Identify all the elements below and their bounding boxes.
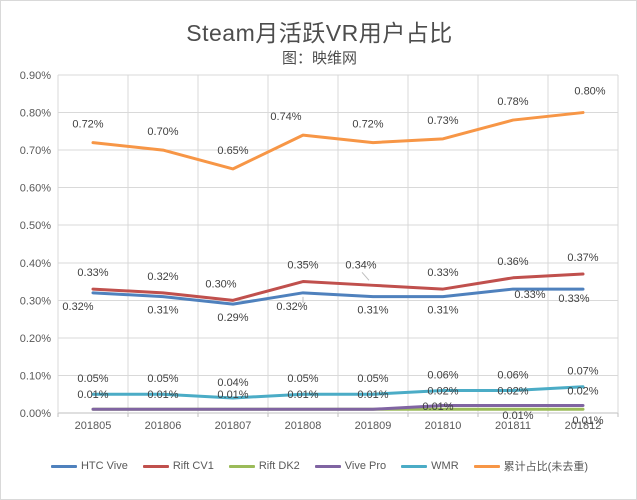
series-line-0 xyxy=(91,287,585,306)
data-label: 0.72% xyxy=(352,119,383,131)
y-axis-label: 0.70% xyxy=(20,145,51,157)
legend-swatch-icon xyxy=(142,464,169,468)
chart-subtitle: 图：映维网 xyxy=(281,50,357,67)
series-line-3 xyxy=(91,403,585,411)
data-label: 0.32% xyxy=(276,301,307,313)
x-axis-label: 201812 xyxy=(565,420,602,432)
leader-line xyxy=(361,271,370,281)
data-label: 0.80% xyxy=(574,86,605,98)
y-axis-label: 0.50% xyxy=(20,220,51,232)
data-label: 0.78% xyxy=(497,96,528,108)
data-label: 0.01% xyxy=(287,389,318,401)
y-axis-label: 0.40% xyxy=(20,258,51,270)
y-axis-label: 0.10% xyxy=(20,370,51,382)
y-axis-label: 0.90% xyxy=(20,70,51,82)
legend: HTC Vive Rift CV1 Rift DK2 Vive Pro WMR 累计占比(… xyxy=(1,453,636,479)
data-label: 0.32% xyxy=(147,271,178,283)
x-axis-label: 201807 xyxy=(215,420,252,432)
legend-label: Rift CV1 xyxy=(172,460,214,472)
y-axis-label: 0.00% xyxy=(20,408,51,420)
data-label: 0.05% xyxy=(357,373,388,385)
data-label: 0.65% xyxy=(217,145,248,157)
data-label: 0.06% xyxy=(497,369,528,381)
data-label: 0.05% xyxy=(77,373,108,385)
data-label: 0.29% xyxy=(217,312,248,324)
data-label: 0.05% xyxy=(147,373,178,385)
data-label: 0.02% xyxy=(427,385,458,397)
legend-label: Rift DK2 xyxy=(258,460,300,472)
legend-label: Vive Pro xyxy=(344,460,387,472)
x-axis-label: 201809 xyxy=(355,420,392,432)
data-label: 0.06% xyxy=(427,369,458,381)
data-label: 0.31% xyxy=(357,305,388,317)
legend-swatch-icon xyxy=(50,464,77,468)
y-axis-label: 0.60% xyxy=(20,183,51,195)
legend-item-3: Vive Pro xyxy=(314,460,387,472)
data-label: 0.04% xyxy=(217,377,248,389)
legend-item-1: Rift CV1 xyxy=(142,460,214,472)
data-label: 0.01% xyxy=(422,401,453,413)
y-axis-label: 0.30% xyxy=(20,295,51,307)
series-line-4 xyxy=(91,385,585,400)
data-label: 0.31% xyxy=(427,305,458,317)
data-label: 0.33% xyxy=(427,267,458,279)
data-label: 0.01% xyxy=(357,389,388,401)
x-axis-label: 201808 xyxy=(285,420,322,432)
data-label: 0.70% xyxy=(147,126,178,138)
data-label: 0.30% xyxy=(205,278,236,290)
series-line-1 xyxy=(91,272,585,302)
data-label: 0.74% xyxy=(270,111,301,123)
data-label: 0.05% xyxy=(287,373,318,385)
data-label: 0.35% xyxy=(287,260,318,272)
x-axis-label: 201811 xyxy=(495,420,531,432)
data-label: 0.02% xyxy=(497,385,528,397)
data-label: 0.33% xyxy=(514,289,545,301)
data-label: 0.02% xyxy=(567,385,598,397)
x-axis-label: 201806 xyxy=(145,420,182,432)
legend-swatch-icon xyxy=(401,464,428,468)
legend-swatch-icon xyxy=(473,464,500,468)
legend-swatch-icon xyxy=(314,464,341,468)
data-label: 0.37% xyxy=(567,252,598,264)
legend-swatch-icon xyxy=(228,464,255,468)
series-line-5 xyxy=(91,111,585,171)
data-label: 0.01% xyxy=(77,389,108,401)
legend-item-2: Rift DK2 xyxy=(228,460,300,472)
data-label: 0.33% xyxy=(77,267,108,279)
data-label: 0.01% xyxy=(217,389,248,401)
legend-label: WMR xyxy=(431,460,459,472)
data-label: 0.07% xyxy=(567,366,598,378)
legend-item-0: HTC Vive xyxy=(50,460,128,472)
legend-item-4: WMR xyxy=(401,460,459,472)
x-axis-label: 201810 xyxy=(425,420,462,432)
legend-label: 累计占比(未去重) xyxy=(503,461,588,473)
data-label: 0.32% xyxy=(62,301,93,313)
data-label: 0.01% xyxy=(572,415,603,427)
data-label: 0.34% xyxy=(345,259,376,271)
chart-title: Steam月活跃VR用户占比 xyxy=(186,20,453,46)
data-label: 0.01% xyxy=(147,389,178,401)
data-label: 0.31% xyxy=(147,305,178,317)
data-label: 0.36% xyxy=(497,256,528,268)
data-label: 0.33% xyxy=(558,293,589,305)
y-axis-label: 0.20% xyxy=(20,333,51,345)
y-axis-label: 0.80% xyxy=(20,108,51,120)
legend-item-5: 累计占比(未去重) xyxy=(473,458,588,474)
legend-label: HTC Vive xyxy=(80,460,128,472)
data-label: 0.73% xyxy=(427,115,458,127)
data-label: 0.01% xyxy=(502,410,533,422)
data-label: 0.72% xyxy=(72,119,103,131)
x-axis-label: 201805 xyxy=(75,420,112,432)
